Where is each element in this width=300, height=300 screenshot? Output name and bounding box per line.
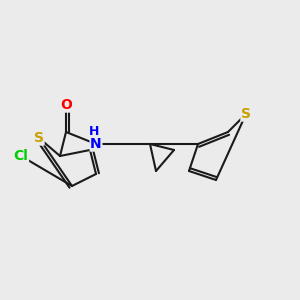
Text: N: N xyxy=(90,137,102,151)
Text: S: S xyxy=(34,131,44,145)
Text: S: S xyxy=(241,107,251,121)
Text: H: H xyxy=(89,125,100,139)
Text: Cl: Cl xyxy=(14,149,28,163)
Text: O: O xyxy=(60,98,72,112)
